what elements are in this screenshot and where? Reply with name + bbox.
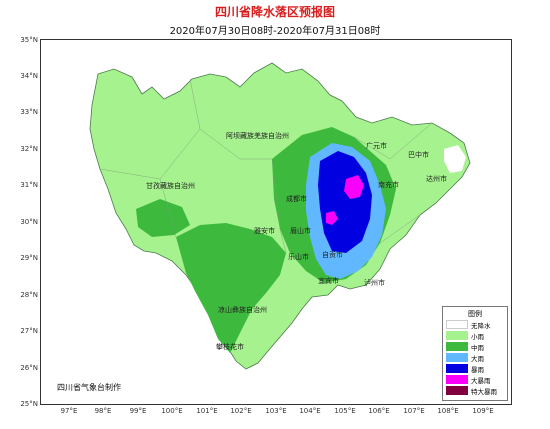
lon-label: 98°E bbox=[94, 407, 112, 415]
region-label-aba: 阿坝藏族羌族自治州 bbox=[226, 132, 289, 140]
lon-label: 106°E bbox=[368, 407, 390, 415]
no-precip-zone bbox=[444, 145, 466, 173]
lat-label: 33°N bbox=[20, 108, 38, 116]
legend-swatch bbox=[446, 331, 468, 340]
credit-label: 四川省气象台制作 bbox=[57, 383, 121, 392]
prefecture-boundaries bbox=[99, 78, 433, 254]
heavy-rainstorm-zone-2 bbox=[326, 211, 338, 225]
lat-label: 26°N bbox=[20, 364, 38, 372]
legend-swatch bbox=[446, 364, 468, 373]
lon-label: 97°E bbox=[60, 407, 78, 415]
legend: 图例 无降水 小雨 中雨 大雨 暴雨 大暴雨 特大暴雨 bbox=[442, 306, 508, 401]
city-label-meishan: 眉山市 bbox=[290, 227, 311, 235]
moderate-rain-zone-northwest bbox=[136, 199, 190, 237]
lon-label: 100°E bbox=[161, 407, 183, 415]
city-label-zigong: 自贡市 bbox=[322, 251, 343, 259]
legend-item: 小雨 bbox=[443, 330, 507, 341]
lat-label: 31°N bbox=[20, 181, 38, 189]
legend-item-label: 中雨 bbox=[471, 343, 484, 352]
lat-label: 25°N bbox=[20, 400, 38, 408]
region-label-liangshan: 凉山彝族自治州 bbox=[218, 306, 267, 314]
city-label-bazhong: 巴中市 bbox=[408, 151, 429, 159]
city-label-panzhihua: 攀枝花市 bbox=[216, 343, 244, 351]
city-label-yaan: 雅安市 bbox=[254, 227, 275, 235]
legend-item: 大暴雨 bbox=[443, 374, 507, 385]
city-label-guangyuan: 广元市 bbox=[366, 142, 387, 150]
legend-item-label: 大暴雨 bbox=[471, 376, 491, 385]
city-label-nanchong: 南充市 bbox=[378, 181, 399, 189]
legend-item-label: 暴雨 bbox=[471, 365, 484, 374]
lon-label: 107°E bbox=[403, 407, 425, 415]
lon-label: 99°E bbox=[129, 407, 147, 415]
city-label-leshan: 乐山市 bbox=[288, 253, 309, 261]
lat-label: 28°N bbox=[20, 291, 38, 299]
legend-swatch bbox=[446, 320, 468, 329]
lat-label: 27°N bbox=[20, 327, 38, 335]
lat-label: 35°N bbox=[20, 36, 38, 44]
lon-label: 102°E bbox=[230, 407, 252, 415]
city-label-chengdu: 成都市 bbox=[286, 195, 307, 203]
legend-item-label: 无降水 bbox=[471, 321, 491, 330]
lon-label: 103°E bbox=[265, 407, 287, 415]
lat-label: 32°N bbox=[20, 145, 38, 153]
lon-label: 105°E bbox=[334, 407, 356, 415]
legend-item: 暴雨 bbox=[443, 363, 507, 374]
city-label-dazhou: 达州市 bbox=[426, 175, 447, 183]
precipitation-map bbox=[89, 62, 471, 370]
lon-label: 101°E bbox=[196, 407, 218, 415]
lat-label: 34°N bbox=[20, 72, 38, 80]
legend-item-label: 大雨 bbox=[471, 354, 484, 363]
legend-item: 无降水 bbox=[443, 319, 507, 330]
region-label-ganzi: 甘孜藏族自治州 bbox=[146, 182, 195, 190]
city-label-luzhou: 泸州市 bbox=[364, 279, 385, 287]
legend-item-label: 特大暴雨 bbox=[471, 387, 497, 396]
heavy-rainstorm-zone-1 bbox=[344, 175, 364, 199]
legend-item: 特大暴雨 bbox=[443, 385, 507, 396]
map-subtitle: 2020年07月30日08时-2020年07月31日08时 bbox=[169, 26, 381, 37]
map-title: 四川省降水落区预报图 bbox=[214, 5, 335, 19]
legend-swatch bbox=[446, 353, 468, 362]
lat-label: 29°N bbox=[20, 254, 38, 262]
legend-swatch bbox=[446, 375, 468, 384]
legend-item: 中雨 bbox=[443, 341, 507, 352]
lon-label: 104°E bbox=[299, 407, 321, 415]
legend-item: 大雨 bbox=[443, 352, 507, 363]
legend-swatch bbox=[446, 342, 468, 351]
moderate-rain-zone-south bbox=[176, 223, 286, 353]
legend-title: 图例 bbox=[468, 310, 482, 318]
legend-item-label: 小雨 bbox=[471, 332, 484, 341]
lon-label: 108°E bbox=[437, 407, 459, 415]
legend-swatch bbox=[446, 386, 468, 395]
lon-label: 109°E bbox=[472, 407, 494, 415]
lat-label: 30°N bbox=[20, 218, 38, 226]
city-label-yibin: 宜宾市 bbox=[318, 277, 339, 285]
